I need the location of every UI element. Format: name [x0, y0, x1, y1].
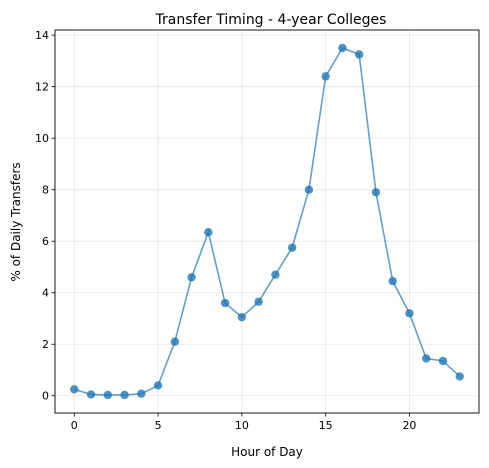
data-point — [137, 389, 146, 398]
x-axis-label: Hour of Day — [231, 445, 303, 459]
data-point — [170, 337, 180, 346]
data-point — [204, 227, 213, 237]
data-point — [271, 270, 280, 279]
y-tick-label: 2 — [42, 338, 49, 351]
series-line — [74, 47, 461, 396]
grid — [55, 30, 479, 413]
data-point — [70, 385, 79, 394]
data-point — [220, 298, 230, 308]
y-tick-label: 4 — [42, 287, 49, 300]
y-tick-label: 10 — [35, 132, 49, 145]
x-tick-label: 20 — [402, 419, 416, 432]
data-point — [287, 243, 297, 252]
chart-title: Transfer Timing - 4-year Colleges — [155, 12, 387, 28]
data-point — [304, 185, 314, 194]
data-point — [338, 43, 347, 53]
y-axis-label: % of Daily Transfers — [9, 162, 23, 281]
y-tick-label: 0 — [42, 390, 49, 403]
y-tick-label: 14 — [35, 29, 49, 42]
series-transfer-timing — [70, 43, 464, 400]
x-tick-label: 15 — [319, 419, 333, 432]
x-tick-label: 10 — [235, 419, 249, 432]
y-tick-label: 8 — [42, 184, 49, 197]
data-point — [153, 381, 163, 390]
data-point — [354, 50, 364, 59]
data-point — [455, 372, 464, 381]
x-tick-label: 5 — [155, 419, 162, 432]
y-tick-label: 12 — [35, 81, 49, 94]
x-axis: 0 5 10 15 20 — [71, 413, 416, 432]
data-point — [120, 390, 129, 400]
data-point — [321, 72, 330, 81]
data-point — [254, 297, 263, 306]
data-point — [388, 276, 397, 286]
y-tick-label: 6 — [42, 235, 49, 248]
data-point — [187, 273, 196, 282]
data-point — [86, 390, 96, 399]
plot-frame — [54, 29, 480, 414]
data-point — [422, 354, 431, 363]
data-point — [438, 356, 448, 366]
data-point — [237, 312, 247, 322]
y-axis: 0 2 4 6 8 10 12 14 — [35, 29, 55, 403]
x-tick-label: 0 — [71, 419, 78, 432]
data-point — [405, 309, 414, 318]
data-point — [371, 188, 381, 197]
data-point — [103, 390, 112, 400]
